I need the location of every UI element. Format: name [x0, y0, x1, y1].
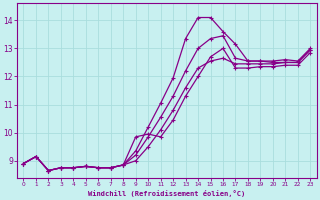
X-axis label: Windchill (Refroidissement éolien,°C): Windchill (Refroidissement éolien,°C): [88, 190, 245, 197]
